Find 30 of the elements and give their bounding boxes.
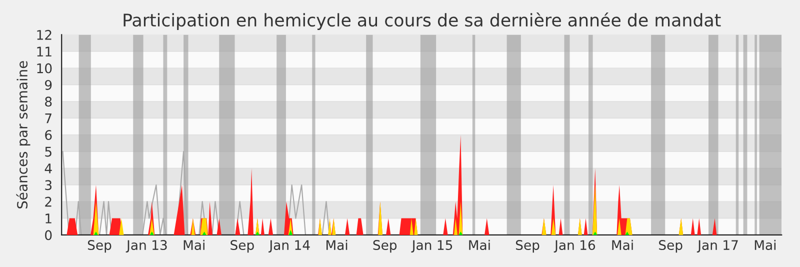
- chart-title: Participation en hemicycle au cours de sa dernière année de mandat: [124, 12, 721, 30]
- y-tick-label: 1: [46, 214, 52, 224]
- y-axis-title: Séances par semaine: [16, 61, 30, 208]
- y-tick-label: 0: [45, 230, 52, 240]
- y-tick-label: 7: [45, 114, 52, 124]
- y-tick-label: 11: [37, 46, 52, 56]
- y-tick-label: 8: [45, 96, 52, 107]
- x-tick-label: Mai: [612, 240, 633, 250]
- x-tick-label: Mai: [469, 240, 490, 250]
- x-tick-label: Jan 17: [696, 240, 738, 252]
- x-tick-label: Jan 16: [554, 240, 596, 252]
- y-tick-label: 10: [37, 63, 52, 74]
- y-tick-label: 4: [44, 164, 52, 174]
- x-tick-label: Jan 13: [126, 240, 167, 252]
- x-tick-label: Sep: [230, 240, 254, 253]
- y-tick-label: 6: [45, 130, 52, 140]
- y-tick-label: 9: [45, 80, 52, 90]
- y-tick-label: 5: [45, 146, 52, 157]
- x-tick-label: Sep: [373, 240, 397, 253]
- y-tick-label: 3: [45, 180, 52, 190]
- y-tick-label: 2: [45, 196, 52, 207]
- x-tick-label: Mai: [326, 240, 348, 250]
- x-tick-label: Mai: [184, 240, 204, 250]
- x-tick-label: Sep: [659, 240, 682, 253]
- x-tick-label: Jan 15: [411, 240, 452, 252]
- x-tick-label: Sep: [516, 240, 540, 253]
- x-tick-label: Jan 14: [268, 240, 310, 252]
- x-tick-label: Mai: [754, 240, 776, 250]
- x-tick-label: Sep: [88, 240, 112, 253]
- y-tick-label: 12: [37, 30, 52, 40]
